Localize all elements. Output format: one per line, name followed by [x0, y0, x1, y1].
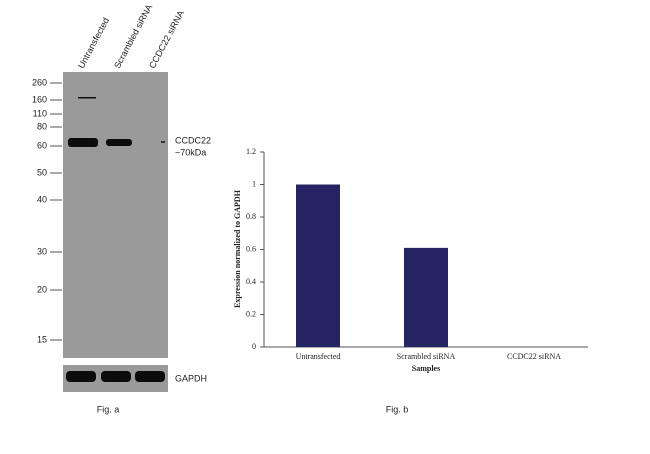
- y-tick-label: 0.2: [246, 309, 256, 318]
- size-label: ~70kDa: [175, 147, 206, 157]
- bar: [404, 247, 448, 347]
- lane-label: Scrambled siRNA: [112, 3, 154, 70]
- target-label: CCDC22: [175, 135, 211, 145]
- lane-label: Untransfected: [76, 16, 111, 70]
- x-tick-label: Untransfected: [296, 352, 341, 361]
- marker-label: 30: [37, 246, 47, 256]
- control-label: GAPDH: [175, 373, 207, 383]
- marker-label: 40: [37, 194, 47, 204]
- marker-label: 15: [37, 334, 47, 344]
- y-tick-label: 0: [252, 342, 256, 351]
- band: [101, 371, 131, 382]
- band: [78, 97, 96, 99]
- caption: Fig. a: [97, 404, 120, 414]
- y-tick-label: 1.2: [246, 147, 256, 156]
- y-tick-label: 1: [252, 179, 256, 188]
- x-tick-label: CCDC22 siRNA: [507, 352, 561, 361]
- caption: Fig. b: [386, 404, 409, 414]
- band: [161, 141, 165, 143]
- marker-label: 160: [32, 94, 47, 104]
- x-axis-label: Samples: [412, 364, 440, 373]
- band: [135, 371, 165, 382]
- x-tick-label: Scrambled siRNA: [397, 352, 456, 361]
- band: [106, 139, 132, 146]
- y-tick-label: 0.4: [246, 277, 256, 286]
- marker-label: 80: [37, 121, 47, 131]
- bar: [296, 184, 340, 347]
- marker-label: 50: [37, 167, 47, 177]
- marker-label: 260: [32, 77, 47, 87]
- marker-label: 60: [37, 140, 47, 150]
- band: [68, 138, 98, 147]
- band: [66, 371, 96, 382]
- y-axis-label: Expression normalized to GAPDH: [233, 189, 242, 308]
- y-tick-label: 0.6: [246, 244, 256, 253]
- blot-membrane: [63, 72, 168, 358]
- marker-label: 110: [33, 108, 47, 118]
- y-tick-label: 0.8: [246, 212, 256, 221]
- marker-label: 20: [37, 284, 47, 294]
- lane-label: CCDC22 siRNA: [147, 9, 186, 70]
